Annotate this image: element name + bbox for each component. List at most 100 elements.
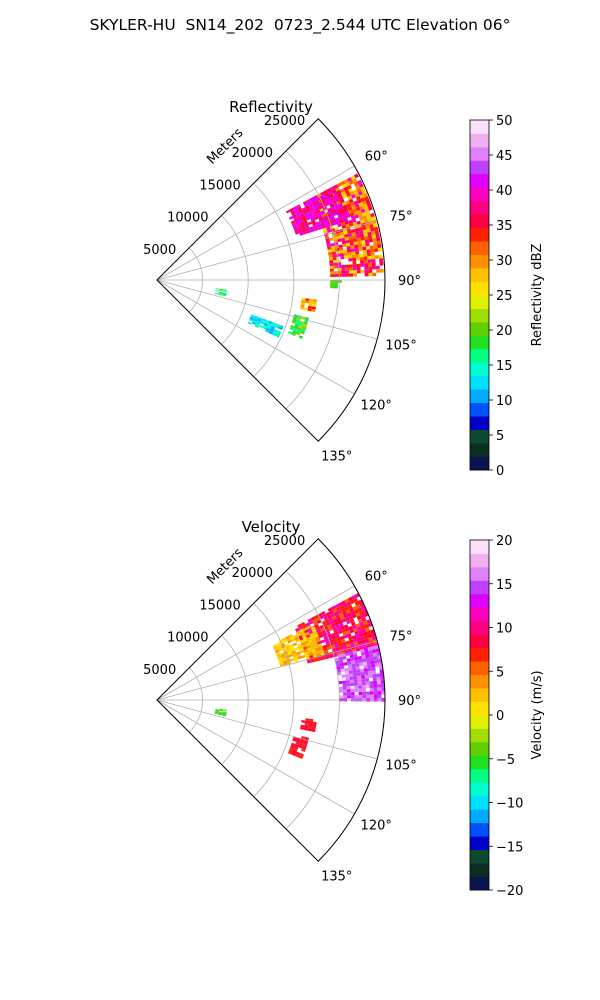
echo-cell <box>371 666 376 671</box>
echo-cell <box>377 683 382 688</box>
echo-cell <box>288 216 294 220</box>
echo-cell <box>325 611 331 617</box>
echo-cell <box>298 745 303 749</box>
echo-cell <box>219 709 224 712</box>
echo-cell <box>222 293 227 296</box>
echo-cell <box>319 219 324 224</box>
echo-cell <box>360 651 366 656</box>
echo-cell <box>348 264 353 268</box>
echo-cell <box>302 231 308 235</box>
colorbar-segment <box>470 822 489 837</box>
echo-cell <box>368 272 373 277</box>
echo-cell <box>358 659 363 663</box>
echo-cell <box>346 686 351 690</box>
echo-cell <box>256 320 261 324</box>
echo-cell <box>371 645 376 650</box>
echo-cell <box>364 638 370 643</box>
echo-cell <box>353 189 359 195</box>
echo-cell <box>253 318 258 322</box>
colorbar-segment <box>470 389 489 404</box>
echo-cell <box>336 210 342 215</box>
echo-cell <box>365 210 371 216</box>
echo-cell <box>323 230 328 234</box>
echo-cell <box>340 665 345 670</box>
echo-cell <box>305 642 310 647</box>
echo-cell <box>301 654 306 659</box>
echo-cell <box>348 187 354 193</box>
echo-cell <box>345 213 351 219</box>
echo-cell <box>314 636 320 641</box>
colorbar-segment <box>470 768 489 783</box>
echo-cell <box>301 720 306 723</box>
theta-tick-label: 75° <box>390 210 413 225</box>
echo-cell <box>339 253 345 257</box>
colorbar-segment <box>470 443 489 457</box>
echo-cell <box>335 660 340 665</box>
echo-cell <box>294 231 300 235</box>
echo-cell <box>285 209 291 214</box>
echo-cell <box>372 272 377 277</box>
echo-cell <box>341 653 346 657</box>
echo-cell <box>310 659 316 663</box>
echo-cell <box>218 712 223 715</box>
echo-cell <box>352 221 358 226</box>
echo-cell <box>275 334 280 338</box>
echo-cell <box>315 221 321 226</box>
echo-cell <box>317 226 323 231</box>
echo-cell <box>329 203 335 208</box>
echo-cell <box>337 619 343 625</box>
echo-cell <box>331 625 337 630</box>
echo-cell <box>331 251 337 255</box>
echo-cell <box>339 188 345 193</box>
echo-cell <box>334 245 339 249</box>
echo-cell <box>340 607 346 613</box>
colorbar-segment <box>470 254 489 269</box>
echo-cell <box>340 234 345 239</box>
echo-cell <box>286 659 291 663</box>
echo-cell <box>290 646 295 650</box>
echo-cell <box>361 628 367 633</box>
echo-cell <box>332 233 337 238</box>
echo-cell <box>356 263 361 268</box>
echo-cell <box>260 321 265 325</box>
colorbar-tick-label: 35 <box>496 219 513 234</box>
echo-cell <box>305 298 310 302</box>
echo-cell <box>322 215 327 220</box>
echo-cell <box>320 639 326 644</box>
echo-cell <box>352 669 357 674</box>
echo-cell <box>342 683 347 687</box>
echo-cell <box>334 643 339 648</box>
echo-cell <box>366 252 372 257</box>
echo-cell <box>337 273 342 277</box>
echo-cell <box>353 679 358 683</box>
echo-cell <box>364 623 369 629</box>
echo-cell <box>302 627 308 632</box>
echo-cell <box>371 649 377 654</box>
echo-cell <box>285 635 290 640</box>
echo-cell <box>292 750 297 754</box>
echo-cell <box>356 672 361 677</box>
echo-cell <box>358 230 364 235</box>
echo-cell <box>358 632 364 638</box>
echo-cell <box>270 325 276 330</box>
echo-cell <box>302 200 308 205</box>
echo-cell <box>342 204 348 210</box>
echo-cell <box>341 183 347 189</box>
echo-cell <box>344 233 349 238</box>
echo-cell <box>349 676 354 681</box>
echo-cell <box>331 189 337 194</box>
echo-cell <box>373 691 378 695</box>
echo-cell <box>341 201 347 207</box>
echo-cell <box>357 209 362 215</box>
echo-cell <box>341 267 346 271</box>
echo-cell <box>347 248 352 253</box>
echo-cell <box>364 272 369 277</box>
echo-cell <box>367 206 373 211</box>
echo-cell <box>257 318 262 322</box>
echo-cell <box>364 207 370 212</box>
echo-cell <box>355 254 360 258</box>
echo-cell <box>327 197 332 203</box>
echo-cell <box>365 684 370 689</box>
echo-cell <box>356 270 361 274</box>
echo-cell <box>371 216 376 221</box>
